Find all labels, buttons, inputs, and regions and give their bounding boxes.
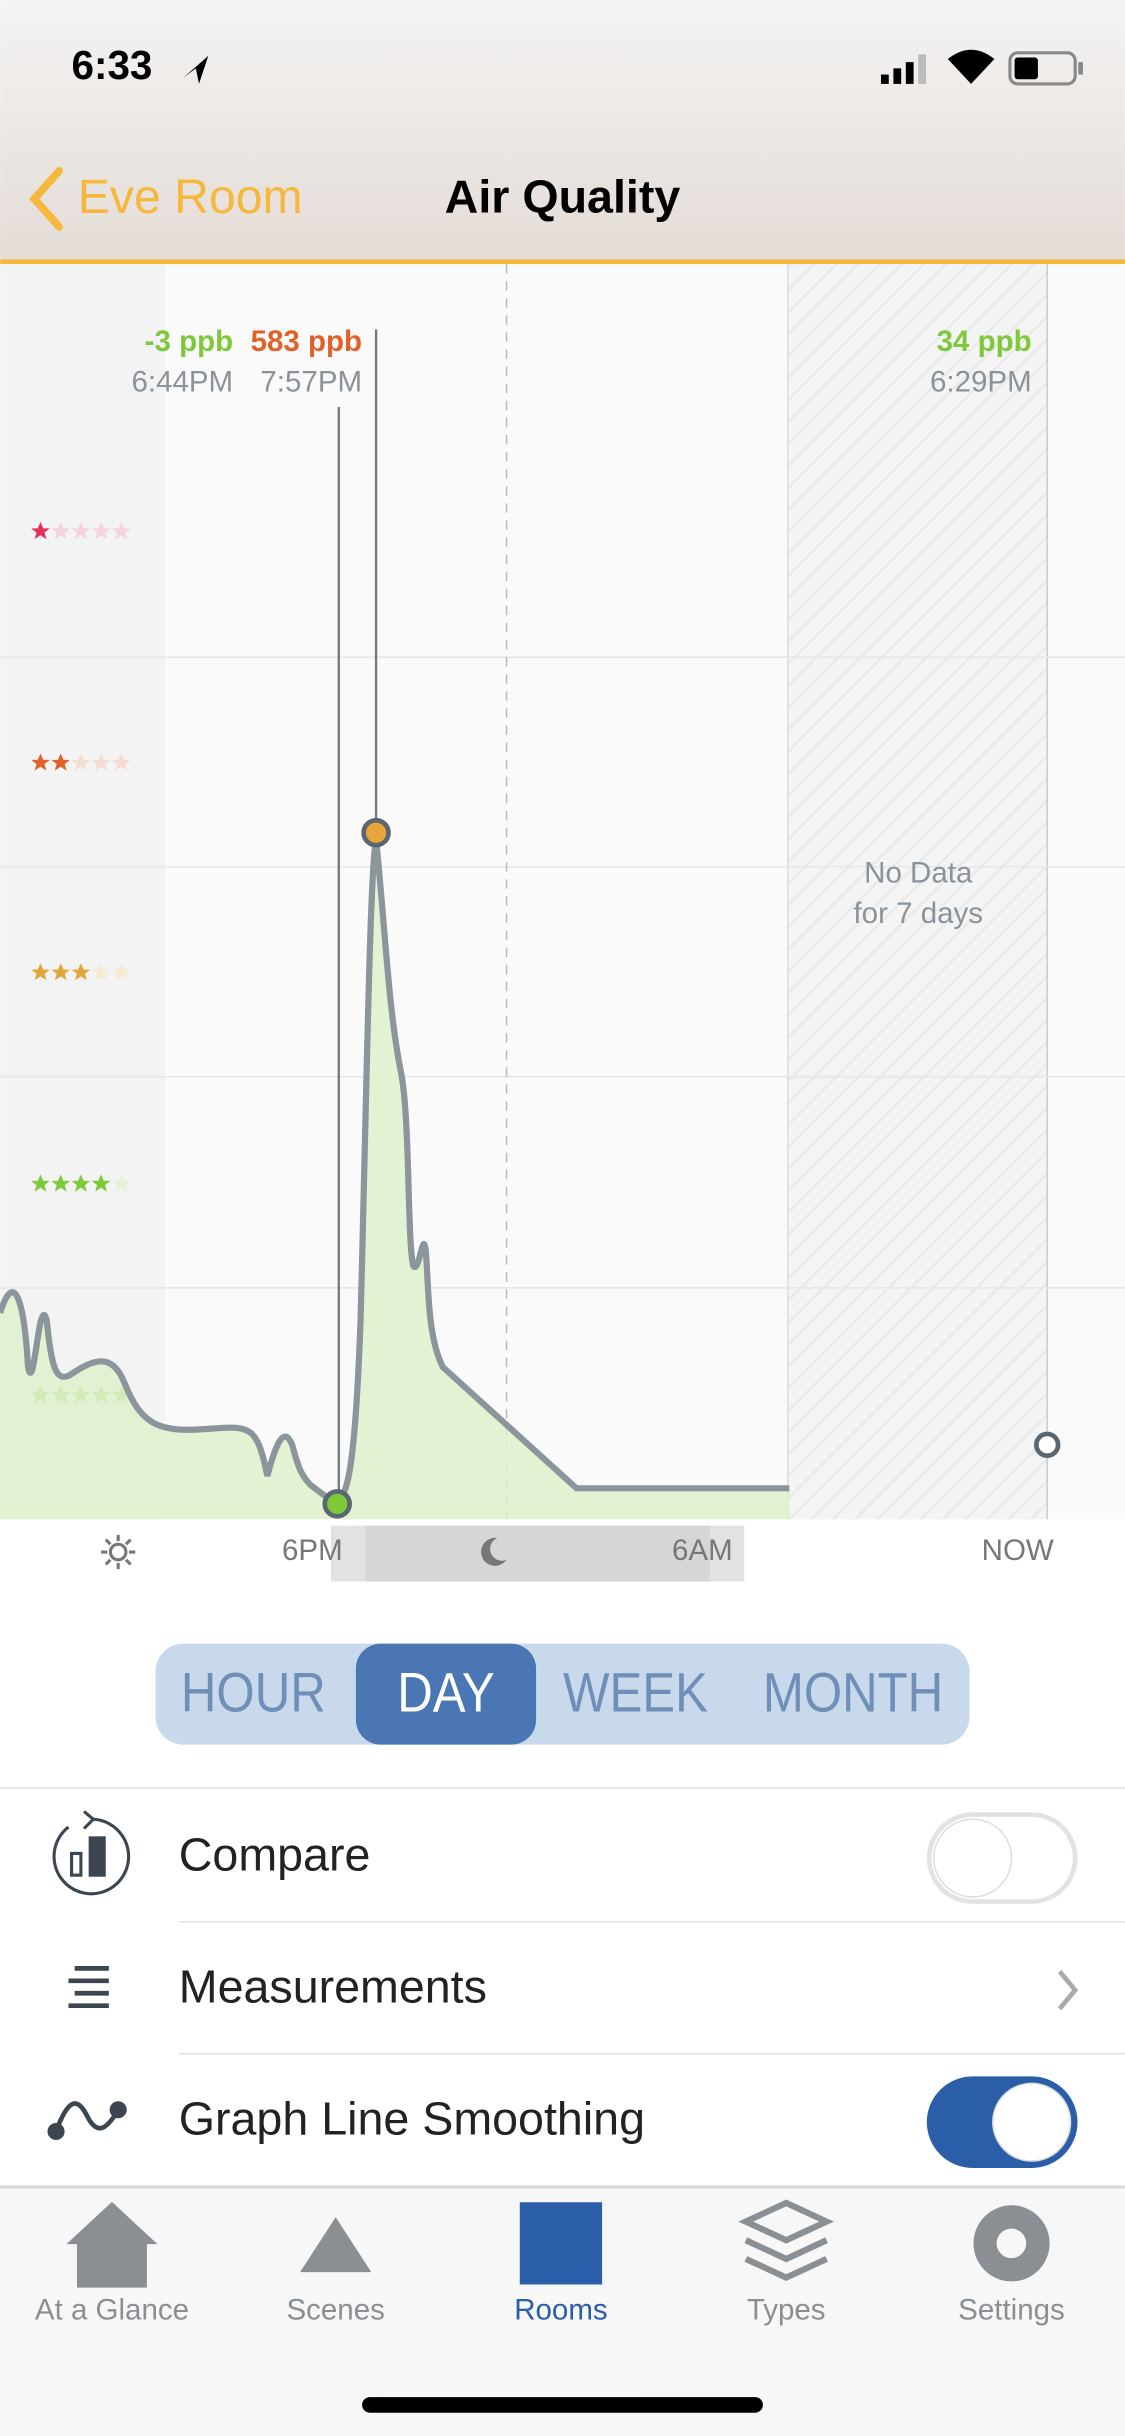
tab-label[interactable]: At a Glance bbox=[35, 2294, 189, 2327]
range-option[interactable]: HOUR bbox=[181, 1661, 326, 1724]
rect bbox=[918, 54, 927, 84]
tab-icon[interactable] bbox=[300, 2217, 372, 2273]
g: No Data for 7 days bbox=[853, 856, 983, 929]
tab-icon[interactable] bbox=[973, 2205, 1050, 2282]
path bbox=[82, 1810, 96, 1830]
chevron[interactable] bbox=[1057, 1969, 1079, 2011]
circle bbox=[109, 2101, 127, 2119]
x-label: NOW bbox=[982, 1534, 1054, 1567]
setting-label[interactable]: Graph Line Smoothing bbox=[179, 2092, 645, 2144]
tab-label[interactable]: Scenes bbox=[286, 2294, 384, 2327]
reading-value: -3 ppb bbox=[145, 325, 233, 358]
reading-time: 6:44PM bbox=[131, 366, 233, 399]
no-data-label: for 7 days bbox=[853, 897, 983, 930]
setting-label[interactable]: Compare bbox=[179, 1828, 371, 1880]
measurements-icon bbox=[68, 1966, 109, 2008]
tab-label[interactable]: Rooms bbox=[514, 2294, 607, 2327]
no-data-area bbox=[787, 264, 1048, 1520]
reading-value: 34 ppb bbox=[937, 325, 1032, 358]
tab-icon[interactable] bbox=[66, 2201, 158, 2288]
settings-list: Compare Measurements Graph Line Smoothing bbox=[0, 1812, 1125, 2187]
range-option[interactable]: MONTH bbox=[763, 1661, 943, 1724]
range-option[interactable]: DAY bbox=[397, 1661, 495, 1724]
rect bbox=[88, 1836, 106, 1877]
reading-time: 6:29PM bbox=[930, 366, 1032, 399]
circle bbox=[108, 1542, 128, 1562]
rect bbox=[1014, 57, 1038, 80]
back-button[interactable]: Eve Room bbox=[29, 167, 303, 231]
clock: 6:33 bbox=[72, 42, 153, 88]
past-area bbox=[0, 264, 165, 1520]
setting-label[interactable]: Measurements bbox=[179, 1960, 487, 2012]
tab-icon[interactable] bbox=[519, 2202, 603, 2285]
range-selected[interactable] bbox=[355, 1643, 537, 1745]
circle bbox=[47, 2122, 65, 2141]
toggle-knob[interactable] bbox=[992, 2082, 1072, 2162]
rect bbox=[880, 74, 889, 84]
range-option[interactable]: WEEK bbox=[563, 1661, 708, 1724]
min-point bbox=[322, 1489, 352, 1519]
path bbox=[101, 1534, 136, 1570]
battery bbox=[1008, 51, 1083, 86]
reading-value: 583 ppb bbox=[251, 325, 362, 358]
max-point bbox=[361, 817, 391, 848]
rect bbox=[1078, 62, 1083, 75]
signal bbox=[880, 54, 927, 84]
range-segments: HOUR DAY WEEK MONTH bbox=[181, 1643, 943, 1745]
rect bbox=[70, 1851, 83, 1877]
tabs: At a Glance Scenes Rooms Types Settings bbox=[35, 2199, 1065, 2327]
moon-icon bbox=[481, 1537, 507, 1566]
header-bg bbox=[0, 0, 1125, 261]
sun-icon bbox=[101, 1534, 136, 1570]
tab-label[interactable]: Settings bbox=[958, 2294, 1065, 2327]
x-label: 6PM bbox=[282, 1534, 343, 1567]
path bbox=[29, 167, 64, 231]
grid bbox=[0, 656, 1125, 1289]
g: 6PM 6AM NOW bbox=[282, 1534, 1054, 1567]
toggle-knob[interactable] bbox=[933, 1818, 1013, 1898]
no-data-label: No Data bbox=[864, 856, 973, 889]
curve bbox=[0, 838, 790, 1504]
curve-fill bbox=[0, 838, 790, 1520]
now-point bbox=[1034, 1431, 1061, 1459]
path bbox=[52, 1817, 131, 1896]
smoothing-icon bbox=[47, 2101, 127, 2141]
path bbox=[53, 2101, 121, 2133]
g: -3 ppb 6:44PM 583 ppb 7:57PM 34 ppb 6:29… bbox=[131, 325, 1031, 398]
reading-time: 7:57PM bbox=[260, 366, 362, 399]
tab-label[interactable]: Types bbox=[747, 2294, 826, 2327]
rect bbox=[905, 62, 914, 84]
x-label: 6AM bbox=[672, 1534, 733, 1567]
home-indicator bbox=[362, 2397, 763, 2413]
path bbox=[68, 1966, 109, 2008]
rect bbox=[1008, 51, 1077, 86]
wifi bbox=[947, 49, 995, 84]
compare-icon bbox=[52, 1810, 131, 1896]
rect bbox=[893, 68, 902, 84]
header-line bbox=[0, 259, 1125, 265]
tab-icon[interactable] bbox=[738, 2199, 835, 2281]
back-label[interactable]: Eve Room bbox=[78, 170, 303, 224]
night-band bbox=[365, 1525, 711, 1582]
location-icon bbox=[183, 55, 209, 84]
nav-title: Air Quality bbox=[445, 171, 681, 223]
